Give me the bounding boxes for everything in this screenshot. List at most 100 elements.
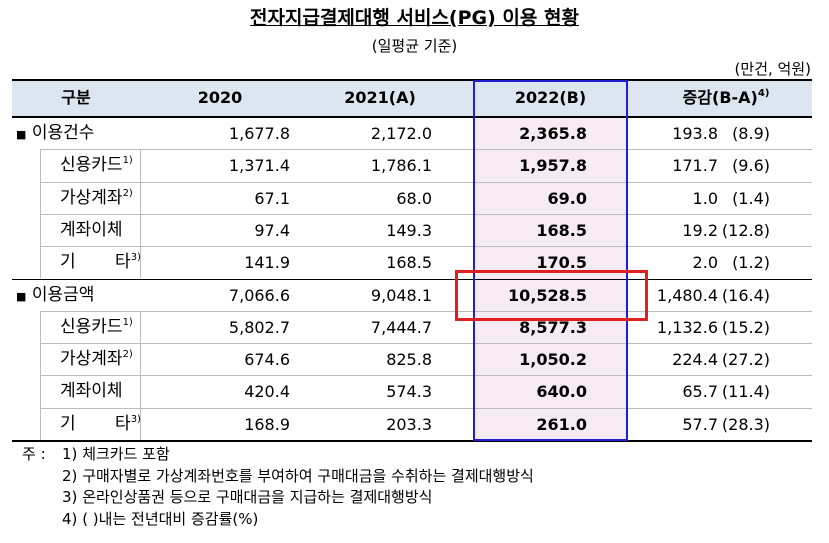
cell: 170.5 [536, 253, 587, 273]
cell: (11.4) [721, 382, 770, 402]
row-label: ■ 이용금액 [16, 285, 94, 307]
header-text: 2022(B) [514, 88, 587, 107]
note-num: 4) [62, 509, 78, 528]
rule [40, 407, 812, 409]
cell: 674.6 [244, 350, 290, 370]
label-sup: 3) [130, 413, 141, 425]
cell: 261.0 [536, 414, 587, 434]
label: 이용금액 [31, 284, 95, 305]
label-sup: 2) [122, 187, 133, 199]
cell: 69.0 [547, 188, 587, 208]
label: 기 타 [60, 252, 131, 273]
rule [40, 149, 41, 182]
rule [140, 343, 141, 376]
label-sup: 1) [122, 155, 133, 167]
cell: 1,786.1 [370, 156, 432, 176]
label: 기 타 [60, 413, 131, 434]
marker: ■ [16, 289, 27, 303]
note-text: ( )내는 전년대비 증감률(%) [82, 509, 259, 528]
cell: 171.7 [672, 156, 718, 176]
cell: (1.2) [732, 253, 770, 273]
note-text: 온라인상품권 등으로 구매대금을 지급하는 결제대행방식 [82, 488, 433, 506]
note: 2) 구매자별로 가상계좌번호를 부여하여 구매대금을 수취하는 결제대행방식 [62, 466, 534, 486]
header-bg [12, 80, 812, 116]
cell: (12.8) [721, 220, 770, 240]
row-label: 기 타3) [60, 252, 141, 272]
cell: 141.9 [244, 253, 290, 273]
cell: 7,066.6 [228, 285, 290, 305]
cell: 67.1 [254, 188, 290, 208]
cell: 65.7 [682, 382, 718, 402]
cell: (8.9) [732, 124, 770, 143]
row-label: 계좌이체 [60, 381, 123, 401]
rule [140, 310, 141, 344]
rule [140, 375, 141, 408]
rule [12, 440, 812, 442]
rule [40, 246, 812, 248]
rule [140, 181, 141, 214]
note: 4) ( )내는 전년대비 증감률(%) [62, 509, 258, 529]
cell: 640.0 [536, 382, 587, 402]
rule [140, 246, 141, 279]
cell: 1,480.4 [656, 285, 718, 305]
rule [40, 213, 41, 247]
cell: (9.6) [732, 156, 770, 176]
cell: 7,444.7 [370, 317, 432, 337]
header-cell: 증감(B-A)4) [640, 88, 812, 108]
note: 3) 온라인상품권 등으로 구매대금을 지급하는 결제대행방식 [62, 487, 432, 507]
cell: (16.4) [721, 285, 770, 305]
label: 이용건수 [31, 123, 95, 143]
focus-box [455, 270, 648, 321]
note-num: 1) [62, 445, 78, 463]
highlight-bg [473, 116, 628, 440]
cell: 168.9 [244, 414, 290, 434]
header-text: 구분 [61, 88, 91, 107]
note-num: 3) [62, 488, 78, 506]
cell: 57.7 [682, 414, 718, 434]
row-label: 신용카드1) [60, 317, 133, 337]
cell: 193.8 [672, 124, 718, 143]
cell: (28.3) [721, 414, 770, 434]
rule [12, 116, 812, 118]
cell: 149.3 [386, 220, 432, 240]
rule [40, 343, 41, 376]
cell: 168.5 [386, 253, 432, 273]
cell: 8,577.3 [519, 317, 587, 337]
cell: 1,132.6 [656, 317, 718, 337]
rule [40, 375, 41, 408]
header-cell: 구분 [12, 88, 140, 108]
cell: (27.2) [721, 350, 770, 370]
rule [12, 79, 812, 81]
label: 계좌이체 [60, 381, 123, 402]
rule [40, 310, 41, 344]
label: 신용카드 [60, 316, 123, 337]
title: 전자지급결제대행 서비스(PG) 이용 현황 [250, 7, 579, 29]
rule [40, 181, 812, 183]
cell: 1.0 [692, 188, 718, 208]
unit: (만건, 억원) [734, 60, 811, 78]
cell: 2,172.0 [370, 124, 432, 143]
cell: 1,957.8 [519, 156, 587, 176]
label: 가상계좌 [60, 349, 123, 370]
note-num: 2) [62, 466, 78, 485]
cell: 1,050.2 [519, 350, 587, 370]
rule [40, 310, 812, 312]
cell: 19.2 [682, 220, 718, 240]
cell: 2,365.8 [519, 124, 587, 143]
rule [40, 213, 812, 215]
header-text: 2020 [197, 88, 243, 107]
header-cell: 2022(B) [473, 88, 628, 108]
note: 1) 체크카드 포함 [62, 444, 170, 464]
label: 계좌이체 [60, 219, 123, 240]
rule [40, 375, 812, 377]
note-text: 구매자별로 가상계좌번호를 부여하여 구매대금을 수취하는 결제대행방식 [82, 466, 534, 485]
header-text: 2021(A) [344, 88, 416, 107]
header-sup: 4) [757, 88, 770, 99]
rule [40, 246, 41, 279]
cell: 2.0 [692, 253, 718, 273]
row-label: 신용카드1) [60, 155, 133, 175]
cell: (15.2) [721, 317, 770, 337]
cell: 10,528.5 [508, 285, 587, 305]
rule [140, 407, 141, 440]
